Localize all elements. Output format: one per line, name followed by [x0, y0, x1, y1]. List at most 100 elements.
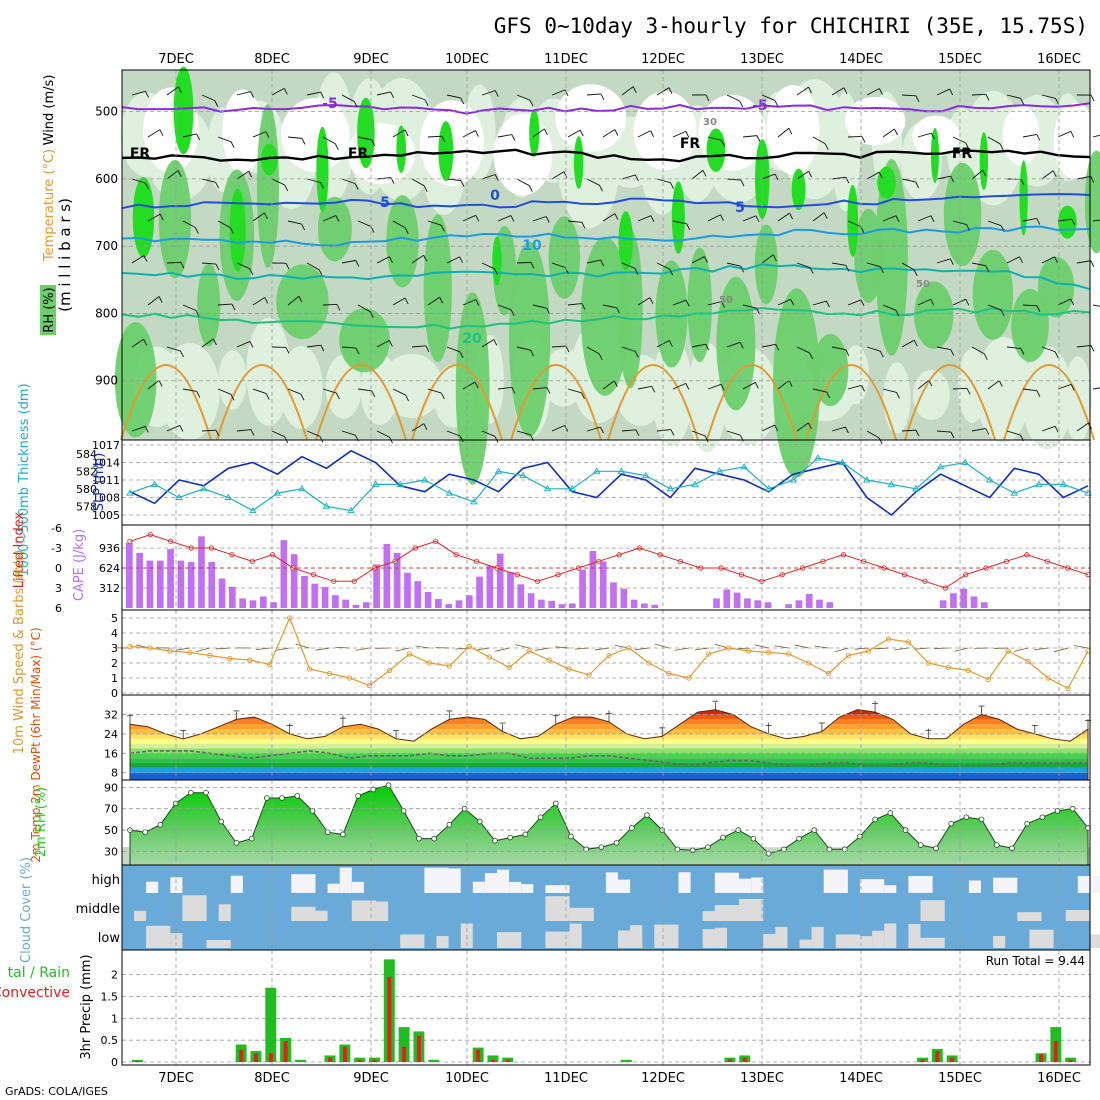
wind-barb-flag: [528, 185, 533, 192]
rh-point: [507, 834, 513, 841]
wind-barb: [497, 134, 512, 138]
wind-barb-flag: [982, 169, 987, 177]
wind-barb: [586, 93, 601, 96]
rh-dry-patch: [279, 345, 323, 429]
wind-barb: [532, 387, 547, 390]
wind-barb-flag: [788, 127, 793, 135]
thickness-point: [789, 476, 798, 483]
wind-barb-10m: [535, 647, 550, 651]
wind-barb-flag: [704, 435, 709, 443]
wind-barb-flag: [180, 350, 184, 358]
cloud-tick-label: high: [92, 873, 120, 888]
wind-barb-flag: [739, 100, 744, 108]
wind-barb-flag: [1052, 170, 1057, 177]
cloud-cell: [351, 900, 376, 921]
top-date-label: 11DEC: [544, 52, 588, 67]
cloud-cell: [835, 934, 860, 948]
cloud-cell: [726, 878, 752, 893]
rh-moist-plume: [972, 249, 1014, 340]
wind-barb: [446, 430, 461, 437]
wind-barb-flag: [423, 423, 428, 430]
precip-convective-bar: [283, 1041, 288, 1062]
wind-barb: [1076, 344, 1091, 348]
wind-barb: [1076, 260, 1091, 264]
wind-barb: [761, 173, 776, 180]
lifted-tick-label: 0: [55, 562, 62, 575]
wind-barb: [427, 296, 440, 306]
rh-point: [750, 835, 757, 842]
rh-point: [978, 816, 985, 823]
wind-barb-10m: [415, 645, 430, 649]
rh-point: [857, 833, 863, 840]
lifted-tick-label: 3: [55, 582, 62, 595]
wind-tick-label: 2: [111, 657, 118, 670]
cape-bar: [733, 592, 741, 608]
wind-barb: [936, 88, 950, 96]
bottom-date-label: 13DEC: [740, 1071, 784, 1086]
wind-barb-flag: [320, 344, 325, 352]
wind-barb-flag: [651, 386, 656, 393]
lifted-tick-label: 6: [55, 602, 62, 615]
wind-barb: [796, 422, 809, 432]
wind-barb-flag: [320, 91, 325, 99]
cape-bar: [229, 586, 236, 608]
rh-point: [309, 808, 316, 814]
wind-barb: [1041, 94, 1056, 99]
wind-barb-flag: [985, 428, 990, 435]
wind-barb: [306, 344, 321, 348]
wind-barb-flag: [214, 100, 219, 107]
wind-barb: [392, 297, 406, 306]
wind-barb-flag: [369, 311, 374, 318]
wind-barb: [532, 216, 547, 222]
cloud-cell: [1077, 876, 1100, 893]
slp-tick-label: 1017: [92, 439, 120, 452]
wind-barb: [236, 262, 250, 270]
wind-barb: [271, 178, 285, 186]
wind-barb: [602, 129, 616, 138]
thickness-point: [666, 484, 675, 492]
rh-dry-patch: [975, 336, 1031, 443]
wind-barb-flag: [581, 303, 586, 310]
thickness-point: [691, 480, 699, 487]
wind-barb-flag: [353, 101, 358, 108]
wind-barb: [586, 178, 600, 186]
rh-very-dry-patch: [766, 84, 820, 175]
wind-barb-flag: [474, 381, 479, 389]
rh-point: [674, 846, 681, 853]
cape-bar: [126, 542, 133, 608]
wind-barb-flag: [405, 394, 410, 402]
wind-barb-flag: [404, 297, 409, 305]
temp-band: [130, 709, 1088, 715]
cape-bar: [187, 561, 195, 608]
wind-barb-flag: [300, 393, 305, 401]
wind-barb-flag: [788, 380, 793, 387]
cape-bar: [620, 588, 628, 608]
temp-band-group: [130, 709, 1088, 780]
lifted-point: [127, 538, 133, 544]
rh-saturated-core: [173, 66, 194, 155]
cloud-cell: [327, 883, 340, 893]
wind-barb: [1057, 218, 1072, 222]
wind-barb-flag: [774, 173, 779, 181]
wind-barb: [726, 262, 741, 267]
wind-barb-flag: [774, 424, 779, 432]
wind-barb: [707, 301, 722, 306]
cape-bar: [939, 600, 947, 608]
wind-barb-flag: [1090, 94, 1095, 102]
wind-barb: [917, 132, 932, 138]
wind-barb-flag: [685, 383, 690, 390]
wind-barb: [971, 428, 986, 432]
wind-barb: [341, 94, 355, 102]
wind-barb-flag: [1071, 218, 1076, 226]
rh-very-dry-patch: [222, 89, 263, 175]
cloud-cell: [436, 936, 449, 948]
wind-barb-10m: [475, 647, 490, 651]
top-date-label: 14DEC: [839, 52, 883, 67]
thickness-point: [838, 458, 847, 465]
wind-barb-flag: [510, 215, 515, 222]
wind-barb-flag: [705, 343, 710, 351]
wind-barb: [446, 346, 461, 353]
wind-barb: [672, 130, 686, 138]
thickness-point: [396, 480, 404, 487]
wind-barb-flag: [440, 392, 445, 400]
